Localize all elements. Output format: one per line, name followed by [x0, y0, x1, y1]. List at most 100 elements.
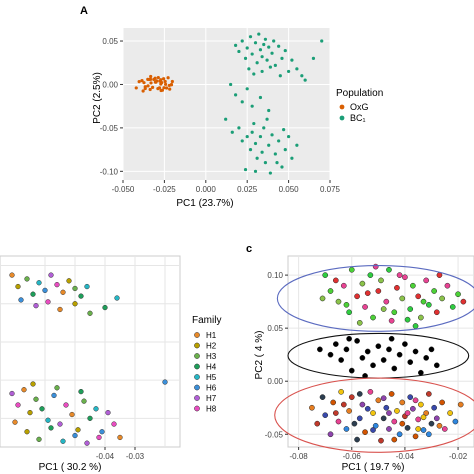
family-point: [117, 434, 123, 441]
family-point: [57, 421, 63, 427]
legend-h2-label: H2: [206, 342, 217, 351]
c-top-point: [433, 309, 440, 316]
family-point: [48, 425, 54, 431]
c-middle-point: [364, 348, 371, 355]
bc1-point: [277, 139, 281, 143]
family-point: [12, 419, 18, 425]
c-top-point: [332, 277, 339, 284]
bc1-point: [273, 152, 277, 156]
bc1-point: [253, 141, 258, 146]
bc1-point: [275, 161, 279, 165]
c-top-point: [404, 316, 411, 323]
family-point: [78, 293, 84, 299]
family-point: [105, 409, 111, 416]
bc1-point: [247, 67, 251, 71]
c-y-tick-label: 0.10: [267, 271, 283, 280]
bc1-point: [248, 148, 253, 152]
family-point: [51, 392, 57, 399]
c-middle-point: [433, 362, 440, 369]
c-bottom-point: [356, 391, 363, 397]
family-point: [66, 278, 72, 284]
c-top-point: [367, 272, 374, 278]
c-bottom-point: [380, 415, 387, 422]
c-x-tick-label: -0.04: [396, 452, 415, 461]
c-middle-point: [375, 343, 382, 350]
c-top-point: [378, 277, 384, 284]
bc1-point: [258, 95, 263, 100]
c-y-tick-label: -0.05: [265, 430, 284, 439]
c-bottom-point: [407, 394, 414, 400]
oxg-point: [146, 84, 150, 88]
a-x-tick-label: -0.050: [112, 185, 135, 194]
c-middle-point: [332, 341, 339, 347]
c-middle-point: [354, 338, 360, 344]
c-top-point: [388, 317, 395, 324]
c-middle-point: [407, 359, 414, 365]
c-top-point: [343, 301, 350, 308]
c-bottom-point: [351, 420, 358, 427]
c-top-point: [455, 291, 461, 298]
panel-b-x-axis-label: PC1 ( 30.2 %): [39, 462, 102, 473]
family-point: [54, 282, 60, 288]
c-bottom-point: [335, 418, 342, 425]
oxg-point: [142, 81, 146, 85]
oxg-point: [154, 80, 158, 84]
c-bottom-point: [314, 420, 321, 427]
c-y-tick-label: 0.05: [267, 324, 283, 333]
family-point: [60, 289, 66, 295]
c-middle-point: [412, 348, 419, 355]
family-point: [45, 417, 51, 423]
c-bottom-point: [386, 426, 392, 432]
legend-h4-marker: [194, 363, 200, 370]
family-point: [42, 287, 48, 294]
bc1-point: [303, 78, 307, 82]
legend-h8-marker: [194, 405, 200, 412]
bc1-point: [268, 65, 272, 69]
oxg-point: [143, 85, 147, 89]
c-top-point: [372, 263, 379, 270]
c-top-point: [386, 266, 392, 273]
panel-b-points: [9, 272, 168, 446]
bc1-point: [295, 143, 299, 147]
legend-h5-marker: [194, 374, 200, 380]
family-point: [21, 387, 27, 393]
c-middle-point: [402, 341, 408, 347]
c-bottom-point: [418, 401, 424, 408]
panel-c-scatter: c -0.08 -0.06 -0.04 -0.02 -0.05 0.00 0.05 0.10…: [246, 243, 474, 473]
bc1-point: [283, 148, 287, 152]
bc1-point: [267, 143, 271, 147]
bc1-point: [255, 61, 259, 65]
family-point: [87, 415, 93, 422]
legend-oxg-label: OxG: [350, 102, 369, 112]
family-point: [33, 396, 39, 402]
c-top-point: [418, 314, 424, 321]
panel-c-points: [309, 263, 467, 444]
c-top-point: [449, 304, 456, 310]
family-point: [15, 283, 21, 290]
panel-b-legend-title: Family: [192, 315, 221, 326]
bc1-point: [270, 51, 274, 55]
bc1-point: [300, 74, 304, 78]
c-bottom-point: [322, 412, 329, 419]
c-bottom-point: [388, 391, 395, 397]
c-ellipse: [276, 265, 474, 332]
panel-a-plot-area: [123, 28, 330, 180]
c-top-point: [410, 282, 416, 289]
c-bottom-point: [330, 399, 337, 406]
bc1-point: [263, 37, 268, 41]
c-top-point: [412, 323, 419, 329]
bc1-point: [252, 121, 256, 126]
c-bottom-point: [441, 426, 448, 432]
c-bottom-point: [364, 405, 371, 412]
bc1-point: [277, 44, 281, 48]
bc1-point: [283, 48, 287, 53]
c-middle-point: [391, 365, 398, 372]
c-middle-point: [423, 355, 430, 361]
family-point: [27, 409, 33, 416]
family-point: [24, 276, 30, 282]
oxg-point: [141, 89, 145, 93]
bc1-point: [278, 74, 282, 78]
a-y-tick-label: -0.05: [100, 124, 119, 133]
bc1-point: [263, 161, 268, 165]
c-middle-point: [388, 335, 395, 342]
